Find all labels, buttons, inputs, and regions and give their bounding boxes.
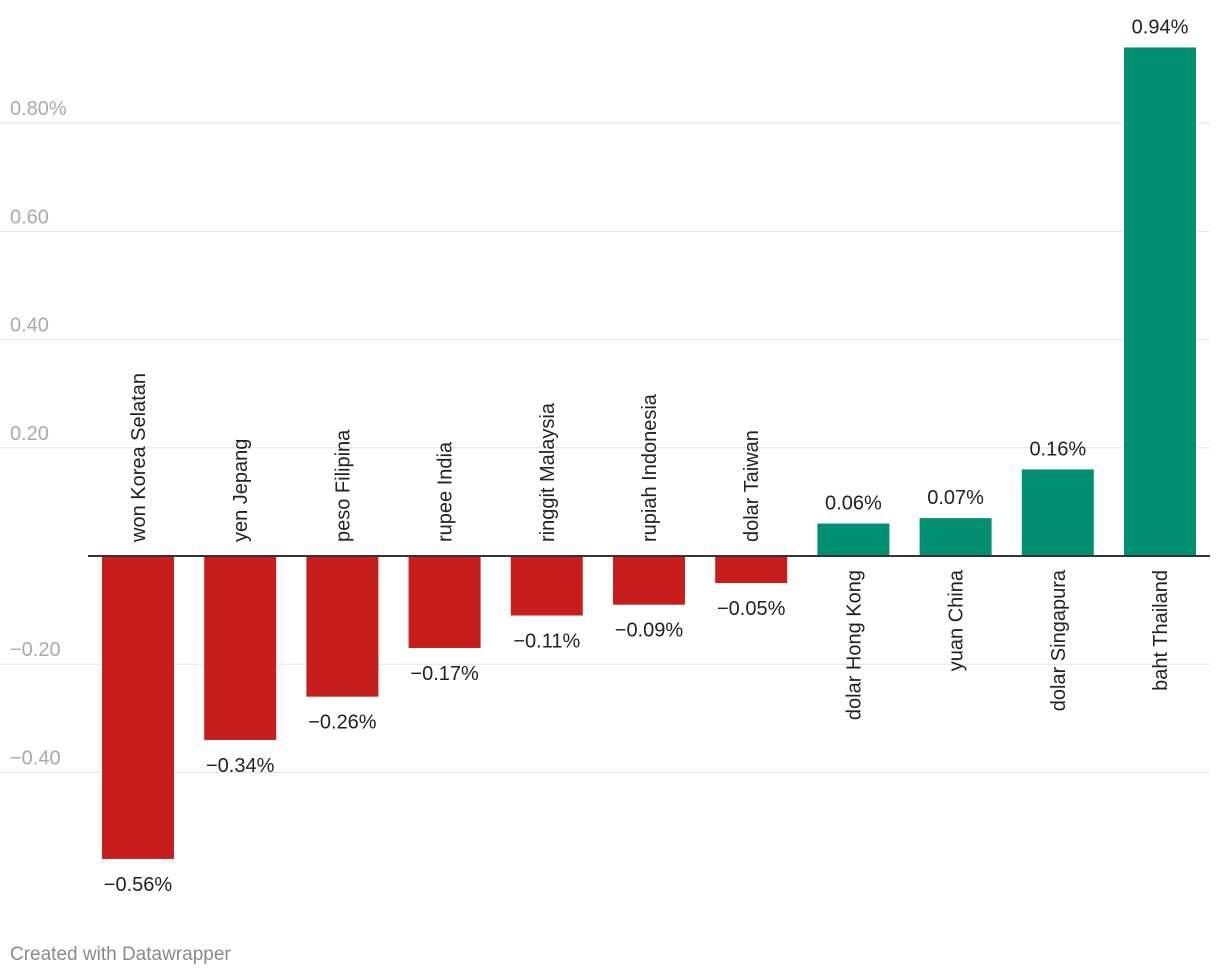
bar-value-label: −0.34% — [206, 755, 275, 777]
y-tick-label: 0.40 — [10, 315, 49, 337]
bar — [613, 556, 685, 605]
category-label: dolar Taiwan — [741, 430, 763, 542]
bar-value-label: −0.17% — [410, 663, 479, 685]
bar — [919, 518, 992, 556]
gridlines — [0, 122, 1210, 773]
bar-value-label: −0.05% — [717, 598, 786, 620]
category-label: rupee India — [435, 441, 457, 542]
category-label: yuan China — [946, 569, 968, 671]
category-label: dolar Hong Kong — [843, 570, 865, 720]
bar — [1021, 469, 1094, 556]
category-label: peso Filipina — [332, 429, 354, 542]
bar-value-label: 0.06% — [825, 493, 882, 515]
category-label: dolar Singapura — [1048, 569, 1070, 711]
y-tick-label: −0.40 — [10, 747, 61, 769]
bar — [408, 556, 481, 648]
category-labels: won Korea Selatan yen Jepang peso Filipina… — [128, 373, 1172, 720]
bar-value-label: 0.07% — [927, 487, 984, 509]
y-tick-label: −0.20 — [10, 639, 61, 661]
bar-value-label: −0.11% — [513, 631, 580, 653]
bar — [1124, 47, 1196, 557]
bars — [102, 47, 1196, 859]
y-tick-label: 0.20 — [10, 423, 49, 445]
category-label: yen Jepang — [230, 439, 252, 542]
category-label: ringgit Malaysia — [537, 402, 559, 542]
bar — [510, 556, 583, 616]
bar — [204, 556, 277, 740]
bar — [306, 556, 379, 697]
bar — [102, 556, 174, 859]
category-label: rupiah Indonesia — [639, 393, 661, 542]
category-label: baht Thailand — [1150, 570, 1172, 691]
bar-value-label: 0.16% — [1029, 438, 1086, 460]
bar-value-label: −0.09% — [615, 620, 684, 642]
bar-value-label: −0.56% — [104, 874, 173, 896]
category-label: won Korea Selatan — [128, 373, 150, 543]
bar-value-label: −0.26% — [308, 712, 377, 734]
bar — [817, 523, 890, 556]
bar — [715, 556, 788, 584]
credit-text: Created with Datawrapper — [10, 944, 231, 965]
y-tick-label: 0.60 — [10, 206, 49, 228]
value-labels: −0.56% −0.34% −0.26% −0.17% −0.11% −0.09% −0.0… — [104, 16, 1189, 896]
y-tick-label: 0.80% — [10, 98, 67, 120]
y-axis-ticks: 0.80% 0.60 0.40 0.20 −0.20 −0.40 — [10, 98, 67, 769]
bar-value-label: 0.94% — [1132, 16, 1189, 38]
